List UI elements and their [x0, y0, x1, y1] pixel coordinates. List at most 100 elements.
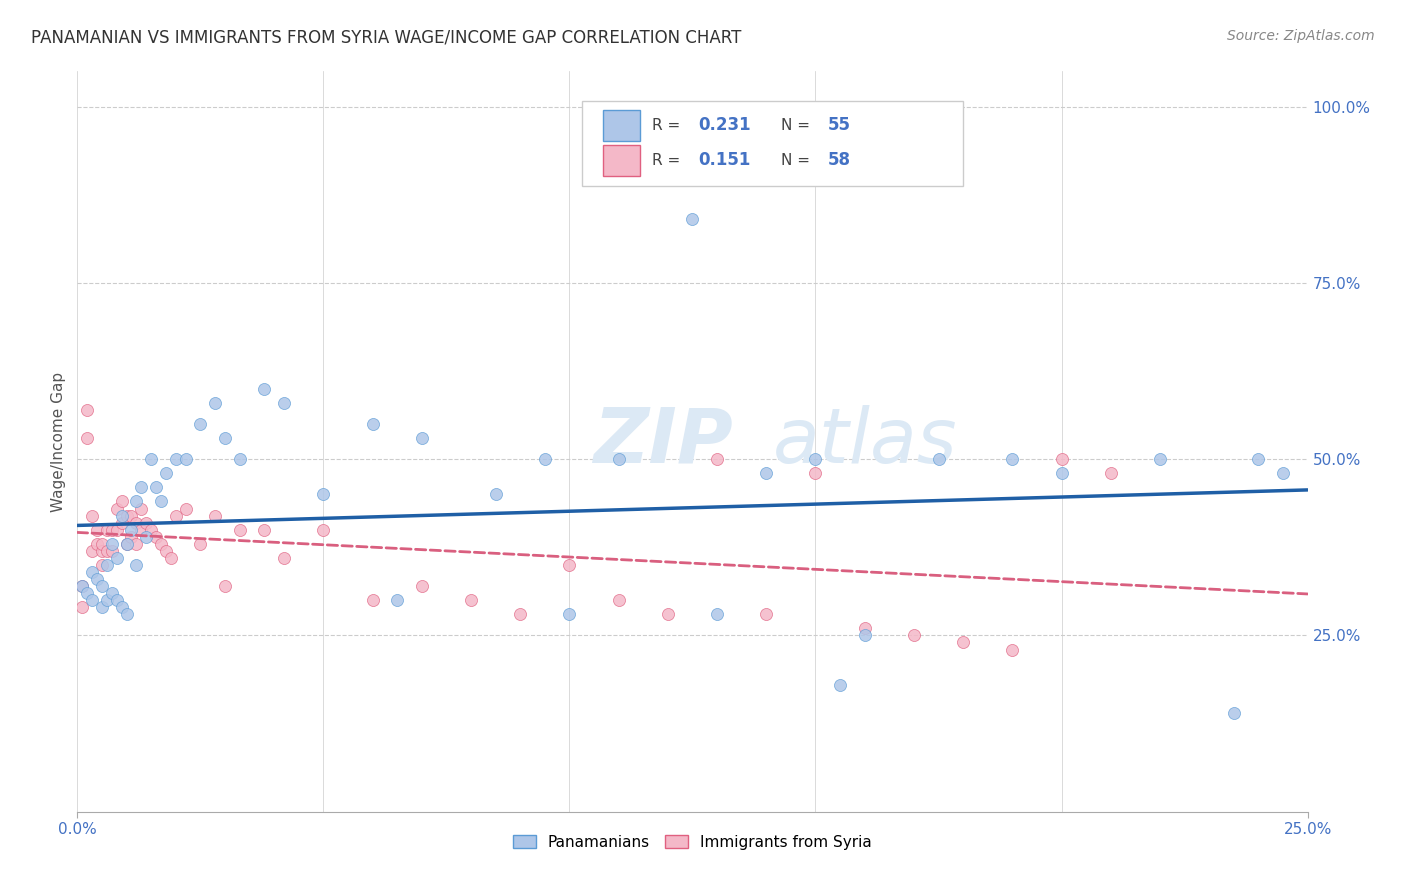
Text: atlas: atlas — [772, 405, 957, 478]
Point — [385, 593, 409, 607]
Point — [90, 600, 114, 615]
Point — [253, 523, 276, 537]
Point — [86, 572, 108, 586]
Point — [160, 550, 183, 565]
Point — [1247, 452, 1270, 467]
Point — [101, 544, 124, 558]
Point — [105, 523, 128, 537]
Point — [534, 452, 557, 467]
Point — [853, 628, 876, 642]
Text: R =: R = — [652, 118, 685, 133]
Text: R =: R = — [652, 153, 685, 168]
Point — [125, 494, 148, 508]
Point — [228, 452, 252, 467]
Point — [706, 452, 728, 467]
Text: N =: N = — [782, 118, 815, 133]
Point — [204, 508, 226, 523]
Point — [86, 523, 108, 537]
Legend: Panamanians, Immigrants from Syria: Panamanians, Immigrants from Syria — [506, 829, 879, 856]
Point — [214, 431, 236, 445]
Point — [928, 452, 950, 467]
Point — [165, 452, 187, 467]
Point — [105, 593, 128, 607]
Point — [558, 607, 581, 622]
Text: PANAMANIAN VS IMMIGRANTS FROM SYRIA WAGE/INCOME GAP CORRELATION CHART: PANAMANIAN VS IMMIGRANTS FROM SYRIA WAGE… — [31, 29, 741, 46]
Point — [145, 530, 167, 544]
Point — [1050, 452, 1073, 467]
Point — [76, 402, 98, 417]
Point — [96, 544, 118, 558]
Point — [706, 607, 728, 622]
Point — [657, 607, 679, 622]
Point — [804, 467, 827, 481]
Point — [174, 452, 197, 467]
Text: Source: ZipAtlas.com: Source: ZipAtlas.com — [1227, 29, 1375, 43]
Point — [952, 635, 974, 649]
Point — [121, 523, 143, 537]
Point — [682, 212, 704, 227]
Point — [101, 537, 124, 551]
Point — [155, 544, 177, 558]
Text: N =: N = — [782, 153, 815, 168]
Point — [273, 396, 295, 410]
Point — [1001, 642, 1024, 657]
Text: ZIP: ZIP — [595, 405, 734, 478]
Point — [135, 516, 157, 530]
Point — [312, 523, 335, 537]
Point — [1149, 452, 1171, 467]
Point — [1223, 706, 1246, 720]
Point — [101, 523, 124, 537]
Point — [90, 537, 114, 551]
Point — [82, 544, 104, 558]
Point — [125, 558, 148, 572]
Point — [1050, 467, 1073, 481]
Point — [70, 600, 93, 615]
Point — [228, 523, 252, 537]
Point — [312, 487, 335, 501]
Point — [105, 501, 128, 516]
Point — [96, 593, 118, 607]
Point — [804, 452, 827, 467]
FancyBboxPatch shape — [603, 145, 640, 176]
Point — [150, 494, 173, 508]
Point — [111, 508, 132, 523]
Point — [70, 579, 93, 593]
Point — [101, 586, 124, 600]
Point — [411, 579, 433, 593]
Point — [115, 607, 138, 622]
Point — [76, 586, 98, 600]
Point — [188, 417, 212, 431]
Point — [361, 593, 384, 607]
FancyBboxPatch shape — [603, 110, 640, 141]
Point — [90, 544, 114, 558]
Point — [129, 501, 153, 516]
Point — [115, 537, 138, 551]
Point — [755, 467, 778, 481]
FancyBboxPatch shape — [582, 101, 963, 186]
Point — [903, 628, 925, 642]
Text: 0.231: 0.231 — [699, 117, 751, 135]
Point — [82, 508, 104, 523]
Point — [485, 487, 508, 501]
Point — [90, 558, 114, 572]
Point — [115, 537, 138, 551]
Point — [253, 382, 276, 396]
Point — [141, 452, 163, 467]
Point — [155, 467, 177, 481]
Point — [174, 501, 197, 516]
Point — [214, 579, 236, 593]
Point — [558, 558, 581, 572]
Point — [76, 431, 98, 445]
Point — [82, 565, 104, 579]
Point — [82, 593, 104, 607]
Point — [125, 537, 148, 551]
Point — [1099, 467, 1122, 481]
Point — [111, 600, 132, 615]
Point — [853, 621, 876, 635]
Point — [96, 558, 118, 572]
Text: 55: 55 — [828, 117, 851, 135]
Point — [460, 593, 482, 607]
Point — [830, 678, 852, 692]
Point — [509, 607, 531, 622]
Point — [135, 530, 157, 544]
